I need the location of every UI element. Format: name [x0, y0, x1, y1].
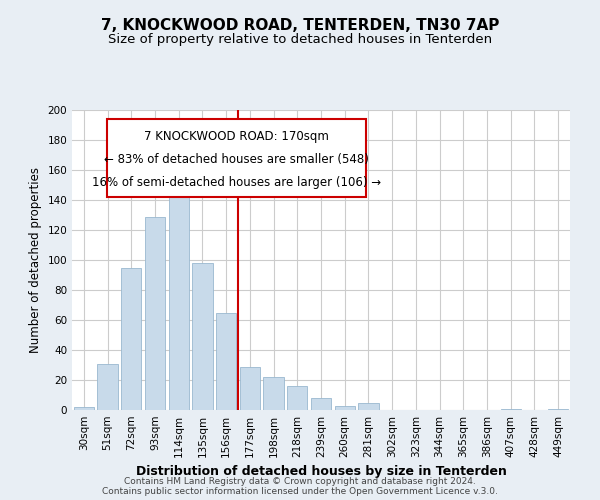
Text: ← 83% of detached houses are smaller (548): ← 83% of detached houses are smaller (54…	[104, 153, 369, 166]
Text: Size of property relative to detached houses in Tenterden: Size of property relative to detached ho…	[108, 32, 492, 46]
Bar	[74, 407, 94, 410]
Bar	[107, 119, 366, 197]
Y-axis label: Number of detached properties: Number of detached properties	[29, 167, 42, 353]
Text: 16% of semi-detached houses are larger (106) →: 16% of semi-detached houses are larger (…	[92, 176, 381, 190]
Bar	[216, 312, 236, 410]
Text: Contains HM Land Registry data © Crown copyright and database right 2024.: Contains HM Land Registry data © Crown c…	[124, 476, 476, 486]
Bar	[121, 268, 142, 410]
Bar	[335, 406, 355, 410]
Bar	[548, 408, 568, 410]
Bar	[169, 182, 189, 410]
X-axis label: Distribution of detached houses by size in Tenterden: Distribution of detached houses by size …	[136, 466, 506, 478]
Bar	[193, 263, 212, 410]
Bar	[263, 377, 284, 410]
Bar	[287, 386, 307, 410]
Text: 7 KNOCKWOOD ROAD: 170sqm: 7 KNOCKWOOD ROAD: 170sqm	[144, 130, 329, 142]
Text: Contains public sector information licensed under the Open Government Licence v.: Contains public sector information licen…	[102, 486, 498, 496]
Bar	[358, 402, 379, 410]
Bar	[240, 366, 260, 410]
Bar	[145, 216, 165, 410]
Bar	[500, 408, 521, 410]
Bar	[311, 398, 331, 410]
Text: 7, KNOCKWOOD ROAD, TENTERDEN, TN30 7AP: 7, KNOCKWOOD ROAD, TENTERDEN, TN30 7AP	[101, 18, 499, 32]
Bar	[97, 364, 118, 410]
